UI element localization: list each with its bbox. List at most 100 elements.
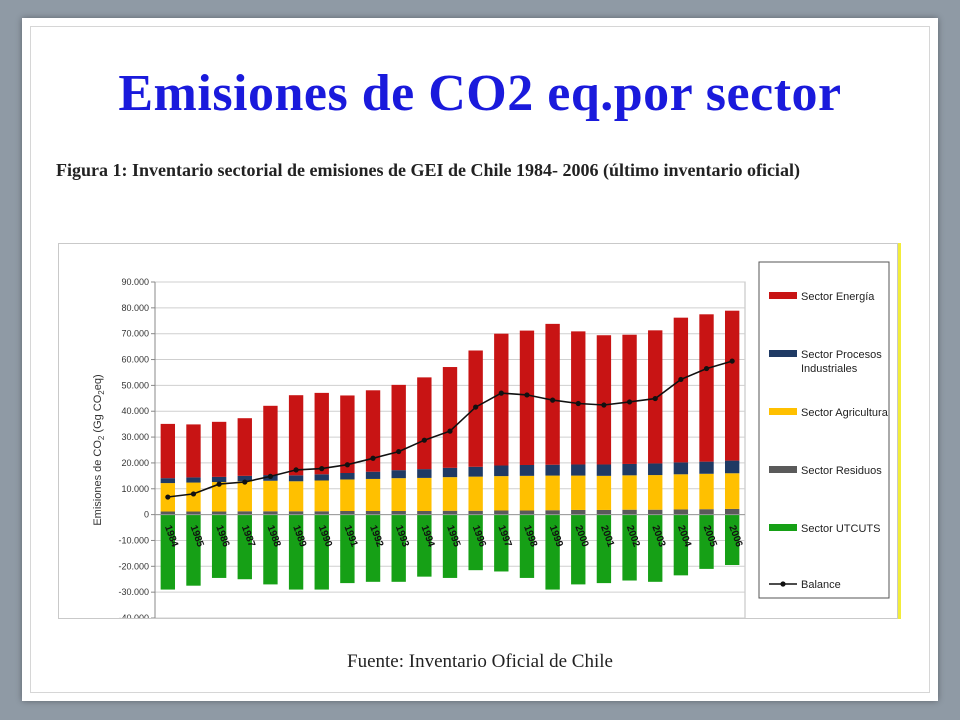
bar-residuos <box>494 510 509 515</box>
slide: Emisiones de CO2 eq.por sector Figura 1:… <box>22 18 938 701</box>
bar-procesos <box>673 462 689 475</box>
bar-utcuts <box>186 514 201 586</box>
bar-agricultura <box>648 475 663 510</box>
bar-procesos <box>288 475 304 482</box>
bar-procesos <box>340 473 355 480</box>
bar-utcuts <box>494 514 509 572</box>
source-note: Fuente: Inventario Oficial de Chile <box>347 651 613 672</box>
bar-residuos <box>673 509 689 515</box>
bar-residuos <box>622 509 637 515</box>
slide-title: Emisiones de CO2 eq.por sector <box>118 65 842 122</box>
balance-point <box>601 402 607 408</box>
bar-agricultura <box>365 478 381 511</box>
bar-residuos <box>545 510 560 515</box>
bar-utcuts <box>160 514 176 590</box>
legend-label: Sector Procesos Industriales <box>801 349 882 375</box>
bar-agricultura <box>237 481 252 512</box>
bar-energia <box>724 310 740 461</box>
bar-agricultura <box>545 475 560 511</box>
balance-point <box>344 462 350 468</box>
bar-residuos <box>314 511 329 515</box>
bar-procesos <box>571 464 586 476</box>
legend-swatch-agricultura <box>769 408 797 415</box>
bar-utcuts <box>237 514 252 580</box>
bar-agricultura <box>596 475 612 510</box>
bar-utcuts <box>571 514 586 585</box>
y-tick-label: -10.000 <box>118 535 149 545</box>
bar-agricultura <box>186 482 201 512</box>
chart-container: 90.000 80.000 70.000 60.000 50.000 40.000 30.0… <box>58 243 898 619</box>
bar-agricultura <box>468 476 483 511</box>
y-axis-title: Emisiones de CO2 (Gg CO2eq) <box>92 374 106 525</box>
bar-utcuts <box>468 514 483 571</box>
legend-label: Balance <box>801 579 841 591</box>
bar-procesos <box>545 464 560 476</box>
balance-point <box>216 481 222 487</box>
bar-energia <box>494 333 509 466</box>
balance-point <box>652 395 658 402</box>
bar-utcuts <box>545 514 560 590</box>
bar-energia <box>237 418 252 476</box>
y-tick-label: 70.000 <box>121 329 149 339</box>
y-tick-label: 90.000 <box>121 277 149 287</box>
bar-residuos <box>468 510 483 515</box>
balance-point <box>575 400 581 407</box>
bar-residuos <box>186 511 201 515</box>
bar-residuos <box>263 511 278 515</box>
bar-residuos <box>571 509 586 515</box>
bar-utcuts <box>699 514 714 569</box>
bar-utcuts <box>263 514 278 585</box>
bar-utcuts <box>365 514 381 582</box>
bar-energia <box>340 395 355 474</box>
bar-procesos <box>519 464 535 476</box>
balance-point <box>293 467 299 473</box>
bar-energia <box>571 331 586 465</box>
bar-energia <box>545 323 560 465</box>
bar-procesos <box>468 466 483 477</box>
y-tick-label: 30.000 <box>121 432 149 442</box>
balance-point <box>729 358 735 364</box>
bar-energia <box>699 314 714 462</box>
legend-label: Sector Residuos <box>801 465 882 477</box>
bar-residuos <box>648 509 663 515</box>
bar-utcuts <box>724 514 740 566</box>
bar-residuos <box>519 510 535 515</box>
bar-procesos <box>160 478 176 484</box>
bar-agricultura <box>211 482 227 512</box>
balance-point <box>703 365 710 372</box>
y-tick-label: 0 <box>144 510 149 520</box>
y-tick-label: 50.000 <box>121 380 149 390</box>
bar-agricultura <box>340 479 355 511</box>
bar-residuos <box>365 510 381 515</box>
balance-point <box>524 392 530 398</box>
bar-utcuts <box>519 514 535 578</box>
bar-residuos <box>724 508 740 515</box>
legend-swatch-energia <box>769 292 797 299</box>
y-tick-label: 40.000 <box>121 406 149 416</box>
bar-energia <box>365 390 381 472</box>
bar-agricultura <box>724 473 740 509</box>
balance-point <box>242 479 248 485</box>
bar-energia <box>160 423 176 479</box>
bar-utcuts <box>673 514 689 576</box>
balance-point <box>626 399 633 405</box>
legend-swatch-utcuts <box>769 524 797 531</box>
bar-agricultura <box>699 473 714 510</box>
y-tick-label: 10.000 <box>121 484 149 494</box>
bar-agricultura <box>571 475 586 510</box>
legend-label: Sector UTCUTS <box>801 523 880 535</box>
legend-swatch-balance-point <box>780 581 786 587</box>
bar-utcuts <box>648 514 663 582</box>
bar-procesos <box>699 461 714 474</box>
balance-point <box>678 376 684 383</box>
bar-residuos <box>288 511 304 515</box>
bar-utcuts <box>391 514 406 582</box>
bar-procesos <box>365 471 381 479</box>
bar-energia <box>314 392 329 475</box>
balance-point <box>165 494 171 500</box>
balance-point <box>550 397 556 403</box>
bar-energia <box>263 405 278 476</box>
legend-box <box>758 261 890 599</box>
y-tick-label: -30.000 <box>118 587 149 597</box>
bar-agricultura <box>622 475 637 510</box>
